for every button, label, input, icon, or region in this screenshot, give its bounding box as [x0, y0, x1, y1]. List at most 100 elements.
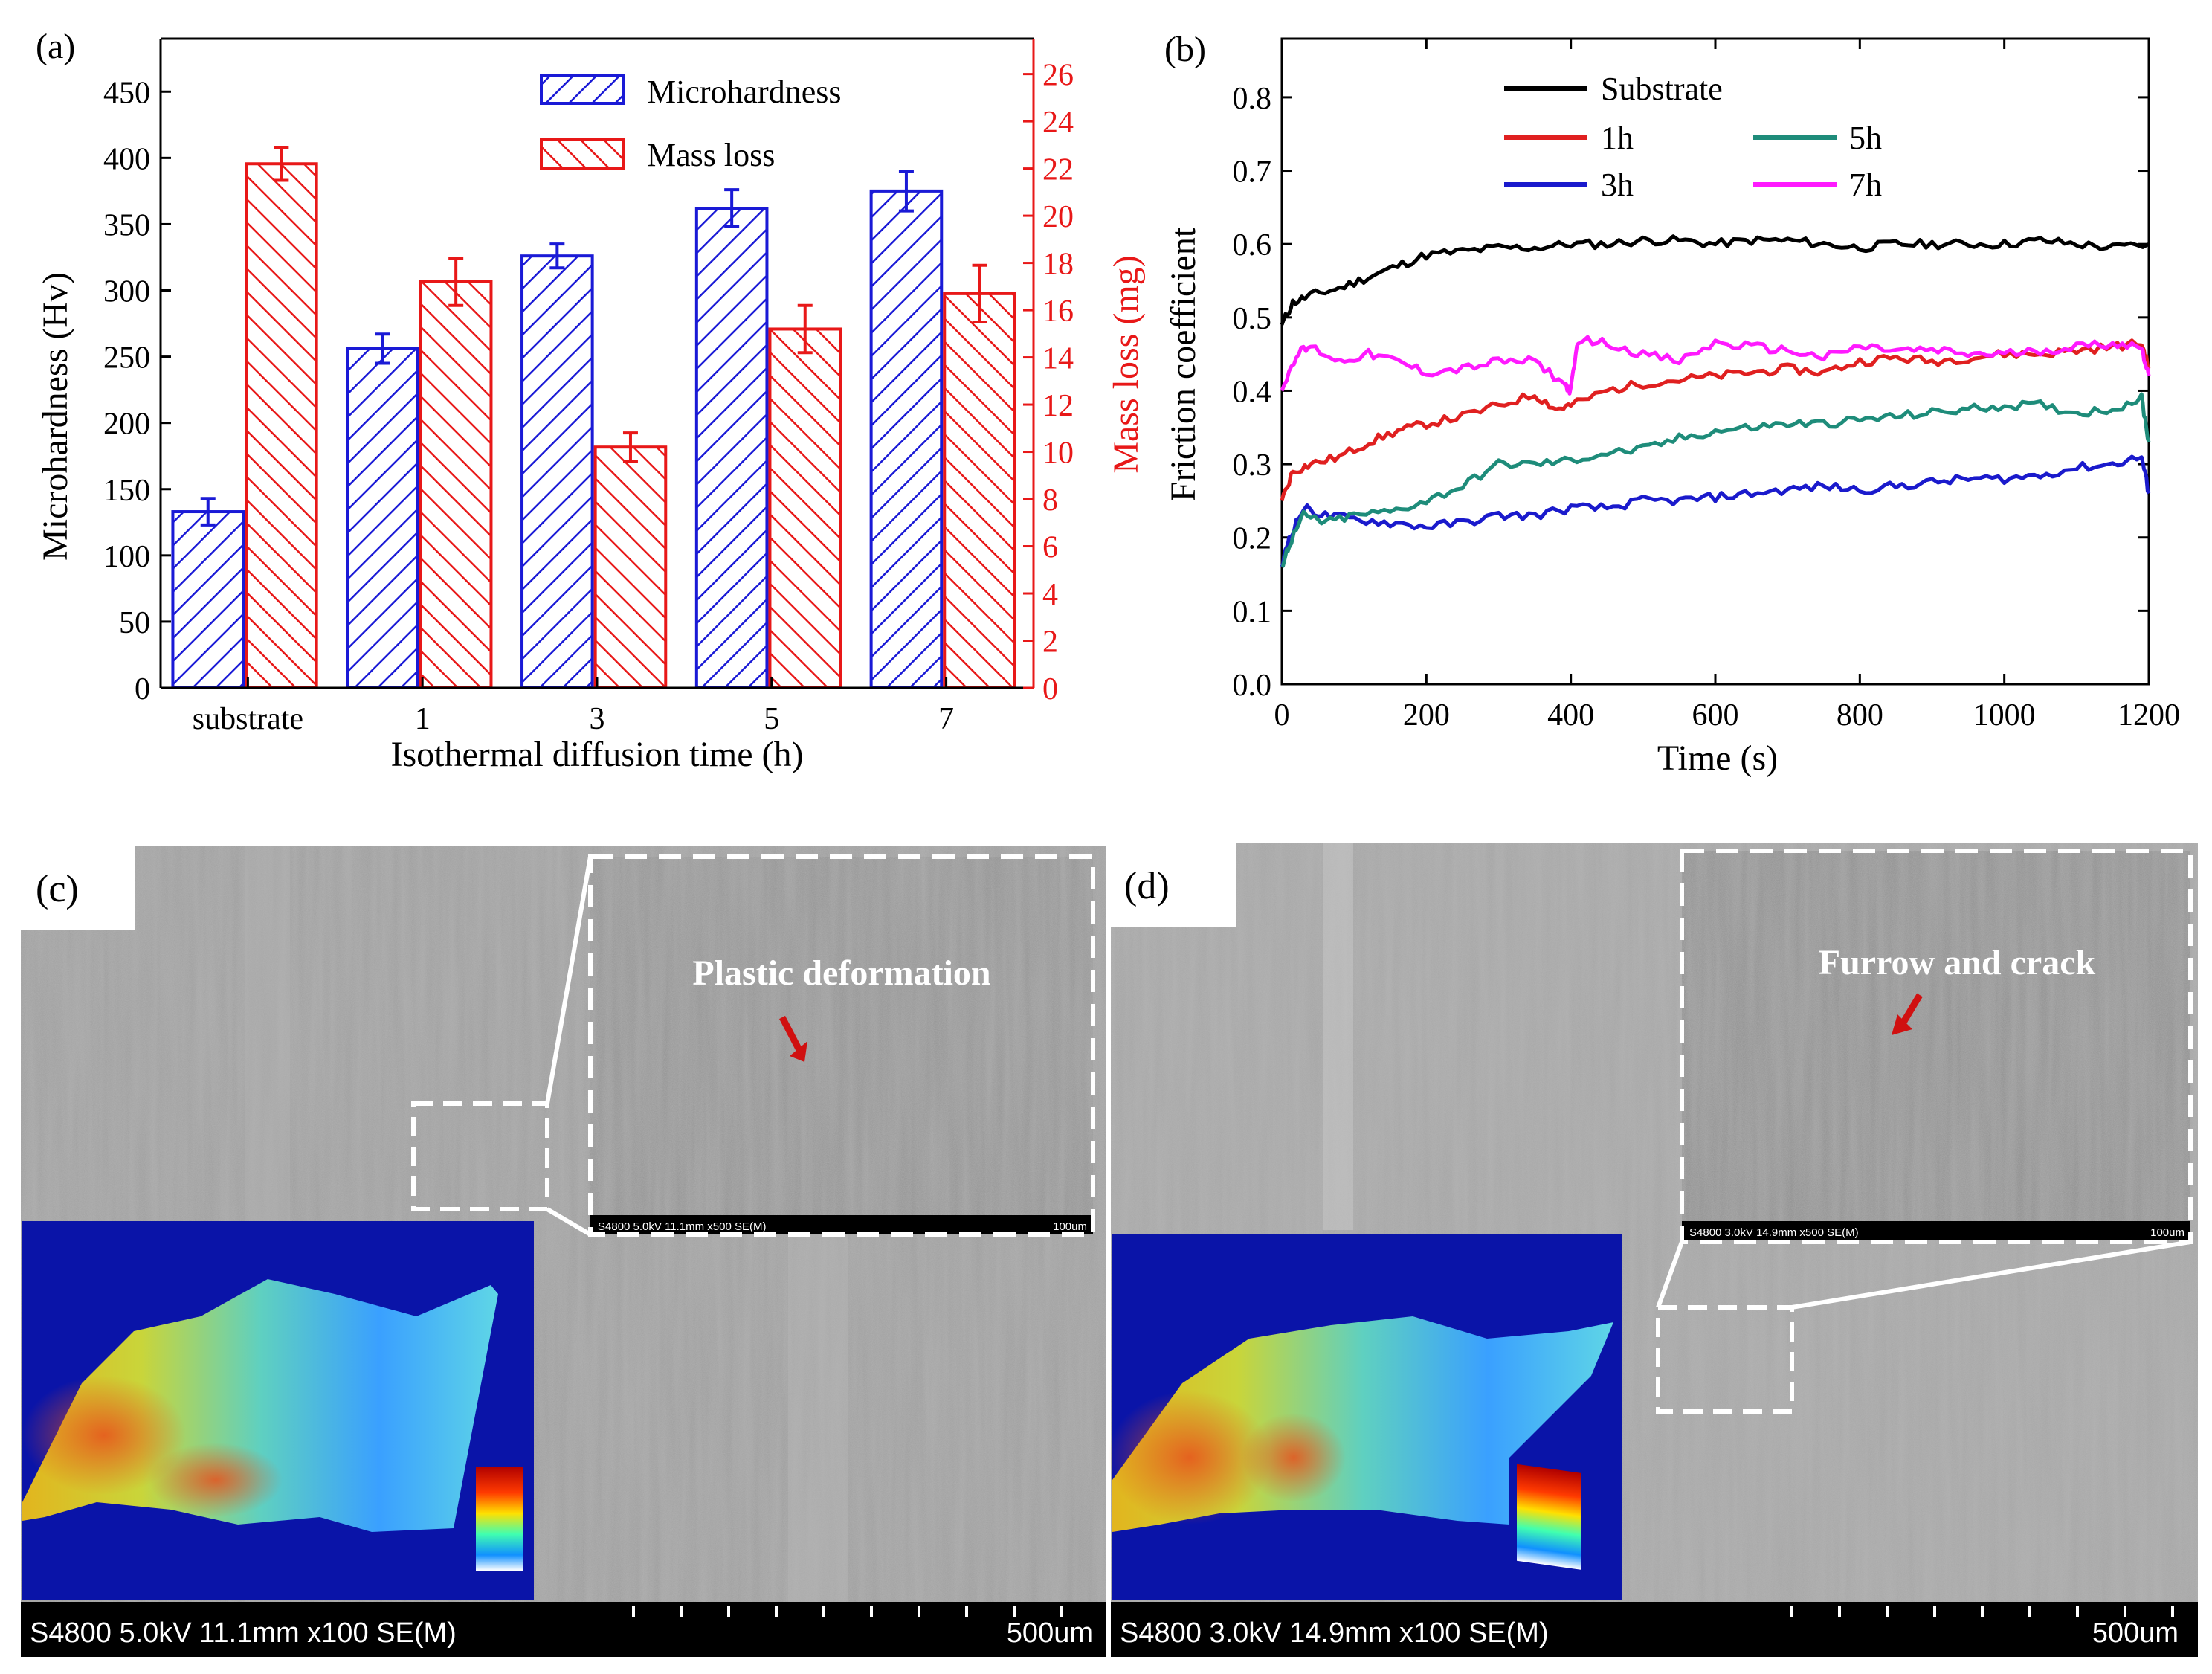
- x-tick-label: 5: [764, 702, 779, 736]
- chart-b: (b) 0.0 0.1 0.2 0.3 0.4 0.5 0.6 0.7 0.8 0 200 400 60…: [1164, 30, 2180, 778]
- scale-ticks-c: [632, 1606, 1063, 1617]
- x-tick-label: substrate: [193, 702, 303, 736]
- series-line-substrate: [1280, 234, 2150, 326]
- y-tick-label: 0.2: [1233, 522, 1272, 556]
- y-tick-label: 150: [103, 474, 150, 508]
- panel-label-c: (c): [36, 868, 79, 910]
- sem-inset-info-bar-c: [590, 1215, 1093, 1234]
- sem-inset-info-bar-d: [1682, 1221, 2190, 1240]
- y2-tick-label: 2: [1042, 625, 1058, 660]
- chart-a-x-axis-title: Isothermal diffusion time (h): [391, 735, 804, 774]
- panel-label-b: (b): [1164, 30, 1206, 69]
- series-line-7h: [1280, 335, 2151, 396]
- x-tick-label: 600: [1692, 698, 1739, 733]
- legend-swatch-mass-loss: [540, 138, 625, 170]
- y-tick-label: 250: [103, 341, 150, 376]
- sem-info-bar-d: [1111, 1602, 2198, 1657]
- chart-b-y-axis-title: Friction coefficient: [1164, 227, 1203, 501]
- y-tick-label: 350: [103, 208, 150, 242]
- y2-tick-label: 10: [1042, 437, 1074, 471]
- y-tick-label: 450: [103, 76, 150, 110]
- legend-label-mass-loss: Mass loss: [647, 137, 775, 173]
- y-tick-label: 100: [103, 540, 150, 574]
- series-line-3h: [1280, 454, 2151, 568]
- x-tick-label: 3: [590, 702, 605, 736]
- inset-frame-c: [588, 854, 1095, 1237]
- label-box-d: [1111, 843, 1236, 927]
- sem-inset-scale-c: 100um: [1053, 1220, 1087, 1233]
- sem-scale-c: 500um: [1007, 1617, 1093, 1649]
- y-tick-label: 0.7: [1233, 155, 1272, 190]
- colorbar-c: [476, 1467, 523, 1571]
- chart-a-plot-area: 0501001502002503003504004500246810121416…: [103, 37, 1074, 736]
- zoom-region-c: [411, 1101, 549, 1211]
- sem-image-d: (d) S4800 3.0kV 14.9mm x500 SE(M) 100um …: [1108, 843, 2198, 1657]
- y2-tick-label: 26: [1042, 59, 1074, 93]
- chart-a-y-axis-title: Microhardness (Hv): [36, 272, 75, 561]
- sem-image-c: (c) S4800 5.0kV 11.1mm x500 SE(M) 100um …: [21, 846, 1106, 1657]
- y2-tick-label: 18: [1042, 248, 1074, 282]
- y-tick-label: 400: [103, 142, 150, 176]
- wear-track-streak: [1323, 843, 1353, 1230]
- x-tick-label: 1200: [2118, 698, 2180, 733]
- x-tick-label: 200: [1403, 698, 1450, 733]
- y2-tick-label: 12: [1042, 389, 1074, 423]
- chart-b-x-axis-title: Time (s): [1657, 738, 1778, 778]
- bar-mass-loss: [245, 162, 318, 689]
- scale-ticks-d: [1790, 1606, 2174, 1617]
- sem-info-d: S4800 3.0kV 14.9mm x100 SE(M): [1120, 1617, 1549, 1649]
- annotation-plastic-deformation: Plastic deformation: [692, 953, 990, 993]
- legend-swatch-microhardness: [540, 74, 625, 105]
- bar-microhardness: [171, 510, 245, 689]
- legend-label-5h: 5h: [1849, 120, 1882, 156]
- colorbar-d: [1517, 1464, 1581, 1570]
- x-tick-label: 7: [938, 702, 954, 736]
- y-tick-label: 50: [119, 606, 150, 640]
- zoom-region-d: [1656, 1305, 1794, 1414]
- chart-b-plot-area: 0.0 0.1 0.2 0.3 0.4 0.5 0.6 0.7 0.8 0 200 400 600 800…: [1233, 37, 2180, 733]
- y-tick-label: 200: [103, 408, 150, 442]
- y-tick-label: 0.5: [1233, 302, 1272, 336]
- chart-a: (a) 050100150200250300350400450024681012…: [36, 27, 1146, 774]
- sem-info-bar-c: [21, 1602, 1106, 1657]
- legend-label-substrate: Substrate: [1601, 71, 1723, 107]
- y2-tick-label: 6: [1042, 531, 1058, 565]
- y2-tick-label: 20: [1042, 200, 1074, 234]
- y2-tick-label: 16: [1042, 294, 1074, 329]
- bar-mass-loss: [768, 327, 842, 689]
- bar-mass-loss: [419, 280, 493, 689]
- annotation-furrow-and-crack: Furrow and crack: [1819, 943, 2096, 982]
- y2-tick-label: 0: [1042, 672, 1058, 706]
- series-line-1h: [1280, 338, 2151, 502]
- x-tick-label: 0: [1274, 698, 1290, 733]
- bar-microhardness: [694, 207, 769, 690]
- y-tick-label: 0.8: [1233, 82, 1272, 116]
- x-tick-label: 1000: [1973, 698, 2036, 733]
- sem-scale-d: 500um: [2092, 1617, 2179, 1649]
- plot-frame: [1280, 37, 2150, 686]
- y2-tick-label: 22: [1042, 153, 1074, 187]
- legend-label-7h: 7h: [1849, 167, 1882, 203]
- y-tick-label: 0.0: [1233, 669, 1272, 703]
- y2-tick-label: 8: [1042, 483, 1058, 518]
- wear-track-streak: [788, 1227, 848, 1602]
- panel-label-a: (a): [36, 27, 75, 66]
- legend-label-microhardness: Microhardness: [647, 74, 842, 110]
- bar-microhardness: [346, 347, 419, 689]
- sem-inset-scale-d: 100um: [2150, 1226, 2184, 1239]
- y-tick-label: 0.3: [1233, 448, 1272, 483]
- y-tick-label: 0.6: [1233, 228, 1272, 263]
- y2-tick-label: 14: [1042, 342, 1074, 376]
- bar-microhardness: [869, 189, 944, 689]
- annotation-arrow-d: [1899, 993, 1923, 1027]
- y-tick-label: 0.4: [1233, 375, 1272, 409]
- sem-info-c: S4800 5.0kV 11.1mm x100 SE(M): [30, 1617, 457, 1649]
- y2-tick-label: 24: [1042, 106, 1074, 140]
- legend-label-1h: 1h: [1601, 120, 1634, 156]
- chart-a-y2-axis-title: Mass loss (mg): [1106, 255, 1146, 473]
- sem-inset-info-d: S4800 3.0kV 14.9mm x500 SE(M): [1689, 1226, 1859, 1239]
- x-tick-label: 1: [415, 702, 431, 736]
- annotation-arrow-c: [779, 1015, 802, 1052]
- bar-microhardness: [520, 254, 594, 689]
